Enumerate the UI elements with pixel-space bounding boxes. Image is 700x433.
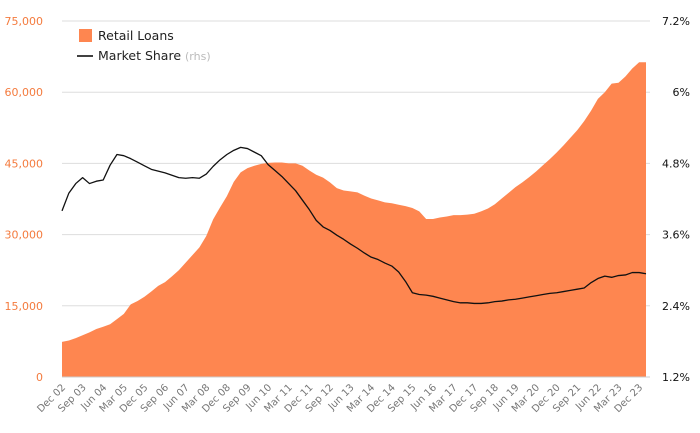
- left-tick-label: 45,000: [5, 157, 44, 170]
- left-tick-label: 30,000: [5, 229, 44, 242]
- right-tick-label: 1.2%: [662, 371, 690, 384]
- left-tick-label: 75,000: [5, 15, 44, 28]
- left-tick-label: 0: [36, 371, 43, 384]
- left-axis-ticks: 0 15,000 30,000 45,000 60,000 75,000: [5, 15, 44, 384]
- legend-label-market-share: Market Share (rhs): [98, 48, 211, 63]
- retail-loans-area: [62, 62, 646, 378]
- right-tick-label: 2.4%: [662, 300, 690, 313]
- legend-market-share-note: (rhs): [185, 50, 211, 63]
- legend-label-retail-loans: Retail Loans: [98, 28, 174, 43]
- right-tick-label: 7.2%: [662, 15, 690, 28]
- legend-market-share-name: Market Share: [98, 48, 181, 63]
- legend: Retail Loans Market Share (rhs): [77, 28, 211, 63]
- right-axis-ticks: 1.2% 2.4% 3.6% 4.8% 6% 7.2%: [662, 15, 690, 384]
- right-tick-label: 4.8%: [662, 157, 690, 170]
- right-tick-label: 3.6%: [662, 229, 690, 242]
- legend-swatch-retail-loans: [79, 29, 92, 42]
- left-tick-label: 60,000: [5, 86, 44, 99]
- right-tick-label: 6%: [673, 86, 690, 99]
- market-share-line: [61, 146, 647, 305]
- left-tick-label: 15,000: [5, 300, 44, 313]
